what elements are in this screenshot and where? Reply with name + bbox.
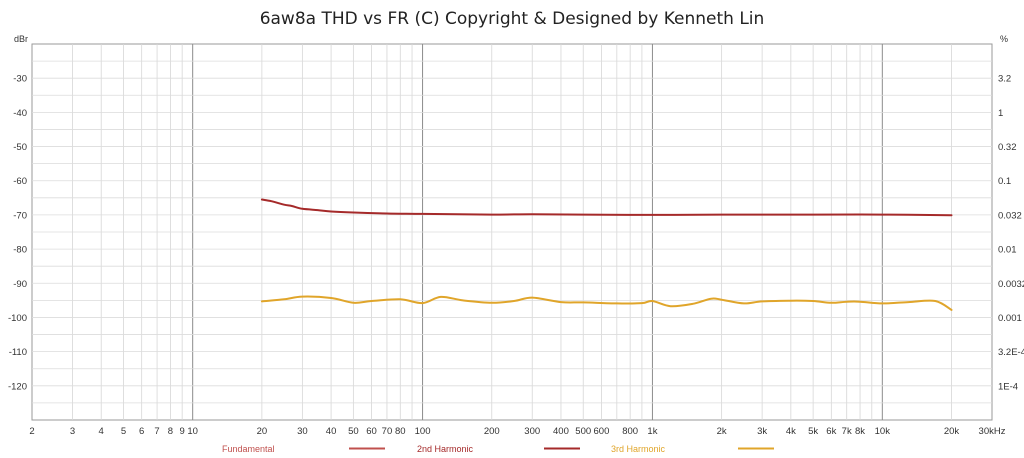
x-tick-label: 200 <box>484 426 500 437</box>
y-right-tick-label: 0.32 <box>998 142 1017 153</box>
x-tick-label: 10k <box>875 426 891 437</box>
y-right-tick-label: 0.1 <box>998 176 1011 187</box>
x-tick-label: 300 <box>524 426 540 437</box>
y-left-tick-label: -100 <box>8 313 27 324</box>
y-right-tick-label: 1 <box>998 108 1003 119</box>
y-right-tick-label: 3.2 <box>998 74 1011 85</box>
x-tick-label: 5 <box>121 426 126 437</box>
y-left-tick-label: -30 <box>13 74 27 85</box>
x-tick-label: 800 <box>622 426 638 437</box>
y-left-tick-label: -120 <box>8 381 27 392</box>
x-tick-label: 9 <box>180 426 185 437</box>
x-tick-label: 80 <box>395 426 406 437</box>
x-tick-label: 1k <box>647 426 657 437</box>
legend-label-1: 2nd Harmonic <box>417 444 474 454</box>
y-axis-right: 3.2 1 0.32 0.1 0.032 0.01 0.0032 0.001 3.2E-4 1E-… <box>998 74 1024 393</box>
x-tick-label: 2 <box>29 426 34 437</box>
chart-title: 6aw8a THD vs FR (C) Copyright & Designed… <box>260 9 765 29</box>
y-right-tick-label: 0.001 <box>998 313 1022 324</box>
x-tick-label: 70 <box>382 426 393 437</box>
x-tick-label: 30kHz <box>979 426 1006 437</box>
y-left-tick-label: -110 <box>9 347 27 358</box>
y-left-tick-label: -90 <box>13 279 27 290</box>
y-left-tick-label: -80 <box>13 245 27 256</box>
y-right-tick-label: 3.2E-4 <box>998 347 1024 358</box>
legend-label-0: Fundamental <box>222 444 275 454</box>
y-axis-left: -30 -40 -50 -60 -70 -80 -90 -100 -110 -120 <box>8 74 27 393</box>
x-tick-label: 6k <box>826 426 836 437</box>
x-tick-label: 3k <box>757 426 767 437</box>
legend-label-2: 3rd Harmonic <box>611 444 666 454</box>
x-tick-label: 40 <box>326 426 337 437</box>
x-tick-label: 7k <box>842 426 852 437</box>
x-tick-label: 6 <box>139 426 144 437</box>
y-left-tick-label: -70 <box>13 210 27 221</box>
x-tick-label: 10 <box>187 426 198 437</box>
legend: Fundamental 2nd Harmonic 3rd Harmonic <box>222 444 774 454</box>
y-left-tick-label: -40 <box>13 108 27 119</box>
x-tick-label: 2k <box>717 426 727 437</box>
x-tick-label: 400 <box>553 426 569 437</box>
x-tick-label: 8 <box>168 426 173 437</box>
series-layer <box>260 198 953 311</box>
x-tick-label: 30 <box>297 426 308 437</box>
y-right-unit: % <box>1000 34 1008 44</box>
x-tick-label: 4k <box>786 426 796 437</box>
x-tick-label: 50 <box>348 426 359 437</box>
x-tick-label: 7 <box>154 426 159 437</box>
y-right-tick-label: 1E-4 <box>998 381 1018 392</box>
x-tick-label: 3 <box>70 426 75 437</box>
y-left-tick-label: -50 <box>13 142 27 153</box>
x-axis: 2 3 4 5 6 7 8 9 10 20 30 40 50 60 70 80 100 200 300 400 500 6… <box>29 426 1005 437</box>
x-tick-label: 500 <box>575 426 591 437</box>
y-right-tick-label: 0.01 <box>998 245 1017 256</box>
x-tick-label: 100 <box>415 426 431 437</box>
x-tick-label: 5k <box>808 426 818 437</box>
series-line-1 <box>260 198 953 217</box>
y-left-tick-label: -60 <box>13 176 27 187</box>
x-tick-label: 60 <box>366 426 377 437</box>
y-left-unit: dBr <box>14 34 28 44</box>
x-tick-label: 600 <box>594 426 610 437</box>
x-tick-label: 20 <box>257 426 268 437</box>
series-line-2 <box>260 295 953 311</box>
x-tick-label: 20k <box>944 426 960 437</box>
x-tick-label: 8k <box>855 426 865 437</box>
y-right-tick-label: 0.032 <box>998 210 1022 221</box>
y-right-tick-label: 0.0032 <box>998 279 1024 290</box>
x-tick-label: 4 <box>99 426 104 437</box>
